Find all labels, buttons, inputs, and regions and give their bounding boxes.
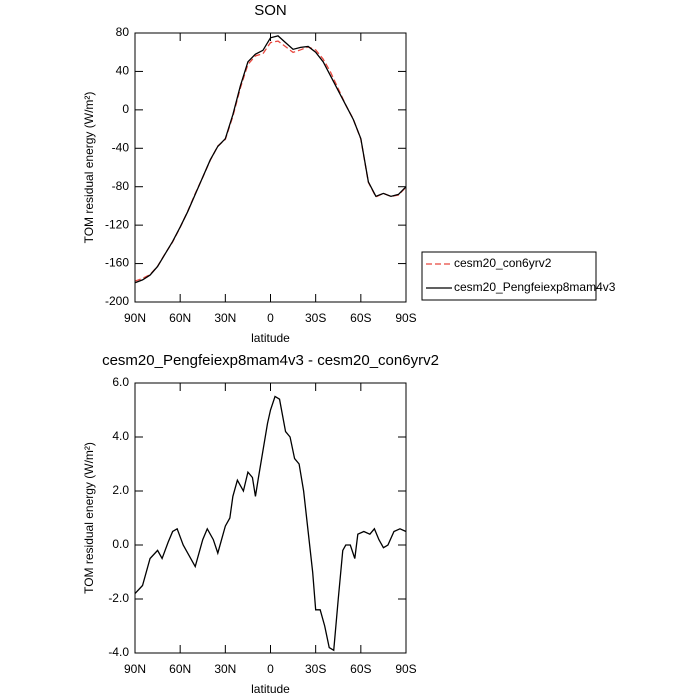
chart-title: cesm20_Pengfeiexp8mam4v3 - cesm20_con6yr… <box>102 352 439 369</box>
y-axis-label: TOM residual energy (W/m²) <box>82 442 96 594</box>
x-axis-label: latitude <box>251 331 290 345</box>
x-tick-label: 30N <box>214 311 236 325</box>
y-tick-label: 0.0 <box>112 537 129 551</box>
x-tick-label: 90N <box>124 662 146 676</box>
x-tick-label: 90N <box>124 311 146 325</box>
x-tick-label: 60S <box>350 662 371 676</box>
legend-label: cesm20_con6yrv2 <box>454 256 552 270</box>
panel: SON latitude TOM residual energy (W/m²) 90N… <box>82 2 616 345</box>
data-line <box>134 35 407 284</box>
x-tick-label: 60S <box>350 311 371 325</box>
y-tick-label: -160 <box>105 256 129 270</box>
x-tick-label: 60N <box>169 311 191 325</box>
x-tick-label: 30S <box>305 662 326 676</box>
y-tick-label: 40 <box>116 64 130 78</box>
y-tick-label: -200 <box>105 294 129 308</box>
y-axis-label: TOM residual energy (W/m²) <box>82 92 96 244</box>
y-tick-label: -2.0 <box>108 591 129 605</box>
y-tick-label: -4.0 <box>108 645 129 659</box>
y-tick-label: 4.0 <box>112 429 129 443</box>
x-axis-label: latitude <box>251 682 290 696</box>
legend: cesm20_con6yrv2 cesm20_Pengfeiexp8mam4v3 <box>421 251 616 301</box>
x-tick-label: 60N <box>169 662 191 676</box>
x-tick-label: 0 <box>267 311 274 325</box>
y-tick-label: 6.0 <box>112 375 129 389</box>
plot-frame <box>134 32 407 303</box>
x-tick-label: 90S <box>395 662 416 676</box>
x-tick-label: 30S <box>305 311 326 325</box>
y-tick-label: -80 <box>112 179 130 193</box>
y-tick-label: -40 <box>112 140 130 154</box>
panel: cesm20_Pengfeiexp8mam4v3 - cesm20_con6yr… <box>82 352 439 696</box>
plot-frame <box>134 382 407 654</box>
legend-box <box>421 251 597 301</box>
y-tick-label: 0 <box>122 102 129 116</box>
legend-label: cesm20_Pengfeiexp8mam4v3 <box>454 280 616 294</box>
y-tick-label: -120 <box>105 217 129 231</box>
data-line <box>134 395 407 652</box>
y-tick-label: 80 <box>116 25 130 39</box>
x-tick-label: 90S <box>395 311 416 325</box>
chart-title: SON <box>254 2 287 19</box>
y-tick-label: 2.0 <box>112 483 129 497</box>
x-tick-label: 30N <box>214 662 236 676</box>
x-tick-label: 0 <box>267 662 274 676</box>
